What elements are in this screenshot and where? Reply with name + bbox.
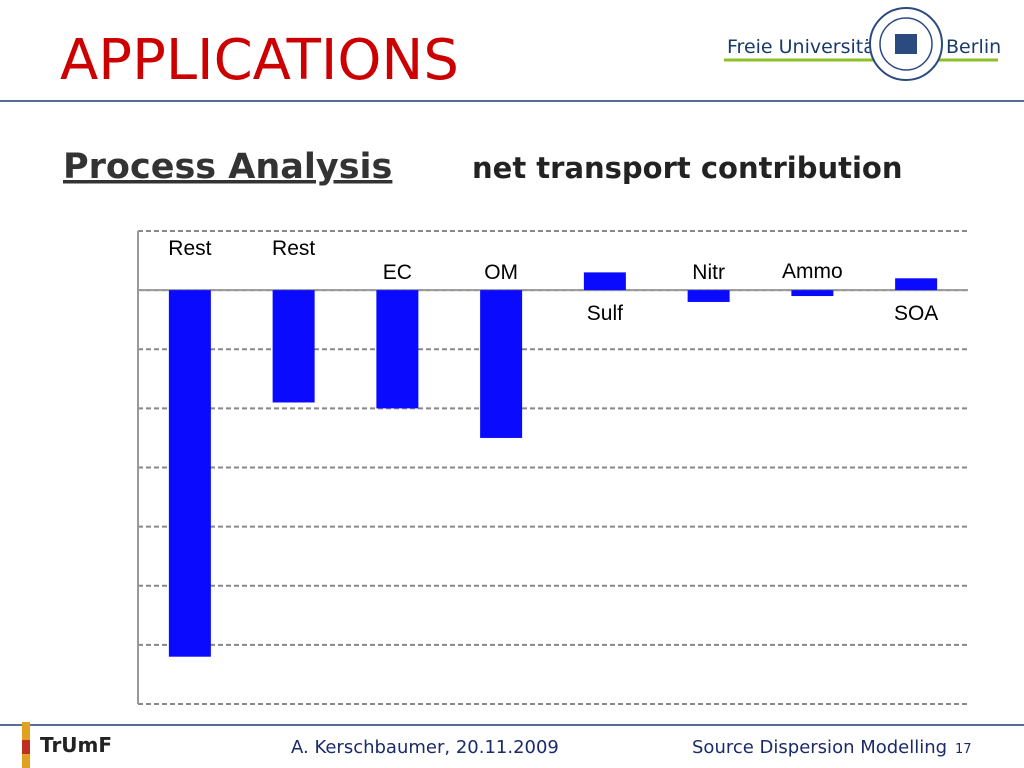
bar xyxy=(376,290,419,409)
bar xyxy=(583,272,626,291)
chart: Rest Rest EC OM Sulf Nitr Ammo SOA xyxy=(137,230,968,705)
category-label: Nitr xyxy=(692,261,725,284)
logo-text: Freie Universität xyxy=(727,36,882,58)
bar xyxy=(895,278,938,291)
footer-logo-bar xyxy=(22,740,30,754)
footer-author: A. Kerschbaumer, 20.11.2009 xyxy=(291,737,559,758)
category-label: Sulf xyxy=(587,302,623,325)
footer-topic: Source Dispersion Modelling xyxy=(692,737,947,758)
logo-seal xyxy=(879,17,933,71)
footer-logo: TrUmF xyxy=(40,733,112,757)
logo-seal xyxy=(895,34,917,54)
bar xyxy=(791,290,834,297)
heading: Process Analysis xyxy=(63,147,392,187)
slide-title: APPLICATIONS xyxy=(60,28,459,93)
category-label: OM xyxy=(484,261,518,284)
page-number: 17 xyxy=(955,742,972,757)
subheading: net transport contribution xyxy=(472,151,903,185)
bar xyxy=(272,290,315,403)
bar xyxy=(480,290,523,438)
category-label: Rest xyxy=(168,237,211,260)
category-label: Rest xyxy=(272,237,315,260)
category-label: SOA xyxy=(894,302,938,325)
category-label: EC xyxy=(383,261,412,284)
bar xyxy=(168,290,211,657)
category-label: Ammo xyxy=(782,260,843,283)
logo-text: Berlin xyxy=(946,36,1001,58)
bar xyxy=(687,290,730,302)
